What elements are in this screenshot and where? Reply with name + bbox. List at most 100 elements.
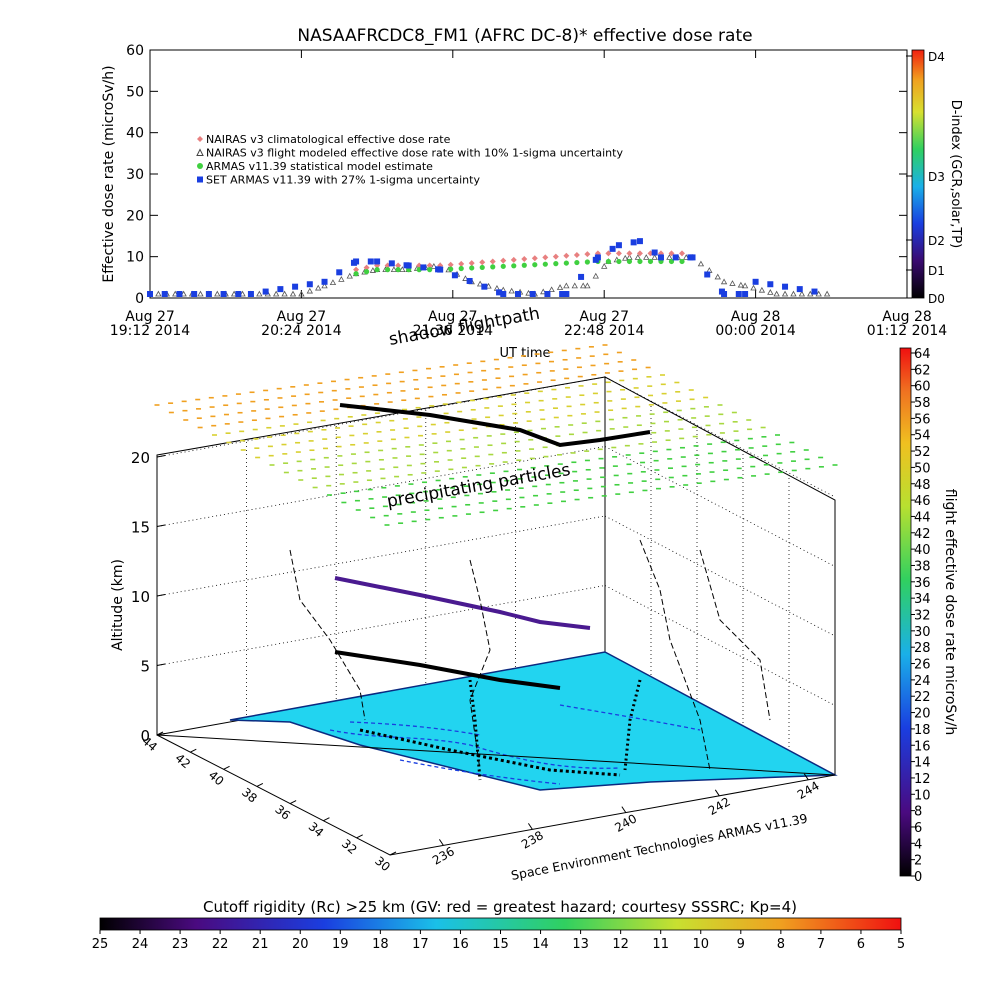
data-point [479,259,486,266]
dose-tick-label: 32 [914,609,931,624]
data-point [390,266,398,272]
data-point [615,242,622,249]
data-point [468,260,475,267]
data-point [781,290,789,297]
shadow-flightpath-track [339,403,651,448]
data-point [531,255,538,262]
dindex-tick-label: D4 [928,50,945,64]
data-point [458,260,465,267]
data-point [651,254,658,260]
legend-marker [197,176,203,183]
data-point [636,250,643,257]
top-chart-title: NASAAFRCDC8_FM1 (AFRC DC-8)* effective d… [297,26,752,46]
data-point [563,282,570,289]
data-point [306,281,313,288]
dose-tick-label: 6 [914,821,922,836]
longitude-tick-label: 238 [519,828,546,852]
rigidity-tick-label: 18 [372,937,389,952]
rigidity-tick-label: 13 [572,937,589,952]
dose-tick-label: 46 [914,494,931,509]
data-point [767,289,774,295]
rigidity-tick-label: 23 [172,937,189,952]
data-point [147,291,153,297]
data-point [573,251,580,258]
data-point [458,265,464,272]
data-point [704,271,711,278]
data-point [637,258,643,265]
data-point [395,267,401,273]
top-y-tick-label: 30 [126,167,144,183]
top-y-tick-label: 60 [126,43,144,59]
grid-line [156,376,606,458]
ground-track [359,728,621,777]
data-point [592,272,599,279]
latitude-tick-label: 36 [272,802,293,823]
data-point [469,265,475,271]
data-point [374,258,381,265]
data-point [605,258,612,265]
data-point [367,258,374,265]
top-x-tick-label-time: 19:12 2014 [110,323,191,339]
data-point [197,290,204,297]
top-y-tick-label: 10 [126,250,144,266]
data-point [220,291,227,297]
data-point [510,256,517,263]
data-point [767,281,774,288]
rigidity-tick-label: 14 [532,937,549,952]
dose-tick-label: 20 [914,707,931,722]
data-point [338,276,345,282]
data-point [742,291,749,297]
data-point [609,245,616,252]
longitude-tick [621,806,627,813]
longitude-tick-label: 236 [430,844,457,868]
altitude-tick-label: 10 [131,588,150,606]
dose-tick-label: 40 [914,543,931,558]
rigidity-tick-label: 12 [612,937,629,952]
data-point [689,254,696,261]
data-point [529,291,536,297]
legend-label: SET ARMAS v11.39 with 27% 1-sigma uncert… [206,174,480,187]
data-point [481,283,488,290]
data-point [500,291,507,297]
top-x-axis-label: UT time [500,346,551,361]
grid-line [156,515,606,597]
altitude-axis-label: Altitude (km) [110,559,126,651]
data-point [289,290,297,297]
data-point [277,286,284,293]
dose-tick-label: 30 [914,625,931,640]
dose-tick-label: 28 [914,641,931,656]
data-point [782,283,789,290]
dindex-label: D-index (GCR,solar,TP) [948,100,963,248]
longitude-tick-label: 242 [706,795,733,819]
dose-tick-label: 36 [914,576,931,591]
rigidity-tick-label: 11 [652,937,669,952]
top-x-tick-label-date: Aug 27 [428,309,478,325]
top-x-tick-label-date: Aug 27 [277,309,327,325]
data-point [161,291,168,297]
latitude-tick [156,731,164,736]
shadow-track-projection [469,559,491,771]
rigidity-tick-label: 19 [332,937,349,952]
data-point [321,282,328,289]
data-point [811,288,818,295]
dindex-colorbar [911,49,925,299]
data-point [544,291,551,297]
shadow-track-projection [699,549,771,721]
rigidity-colorbar-title: Cutoff rigidity (Rc) >25 km (GV: red = g… [203,898,797,916]
data-point [616,258,622,265]
data-point [321,278,328,285]
rigidity-colorbar [99,917,902,931]
dose-tick-label: 10 [914,788,931,803]
dose-tick-label: 58 [914,396,931,411]
data-point [336,269,343,276]
data-point [735,291,742,297]
data-point [247,291,254,297]
top-x-tick-label-date: Aug 28 [882,309,932,325]
data-point [496,289,503,296]
data-point [556,284,564,290]
data-point [647,258,654,265]
dose-colorbar-label: flight effective dose rate microSv/h [942,489,958,735]
data-point [729,280,736,286]
latitude-tick [323,817,330,822]
top-series-group [146,238,831,297]
